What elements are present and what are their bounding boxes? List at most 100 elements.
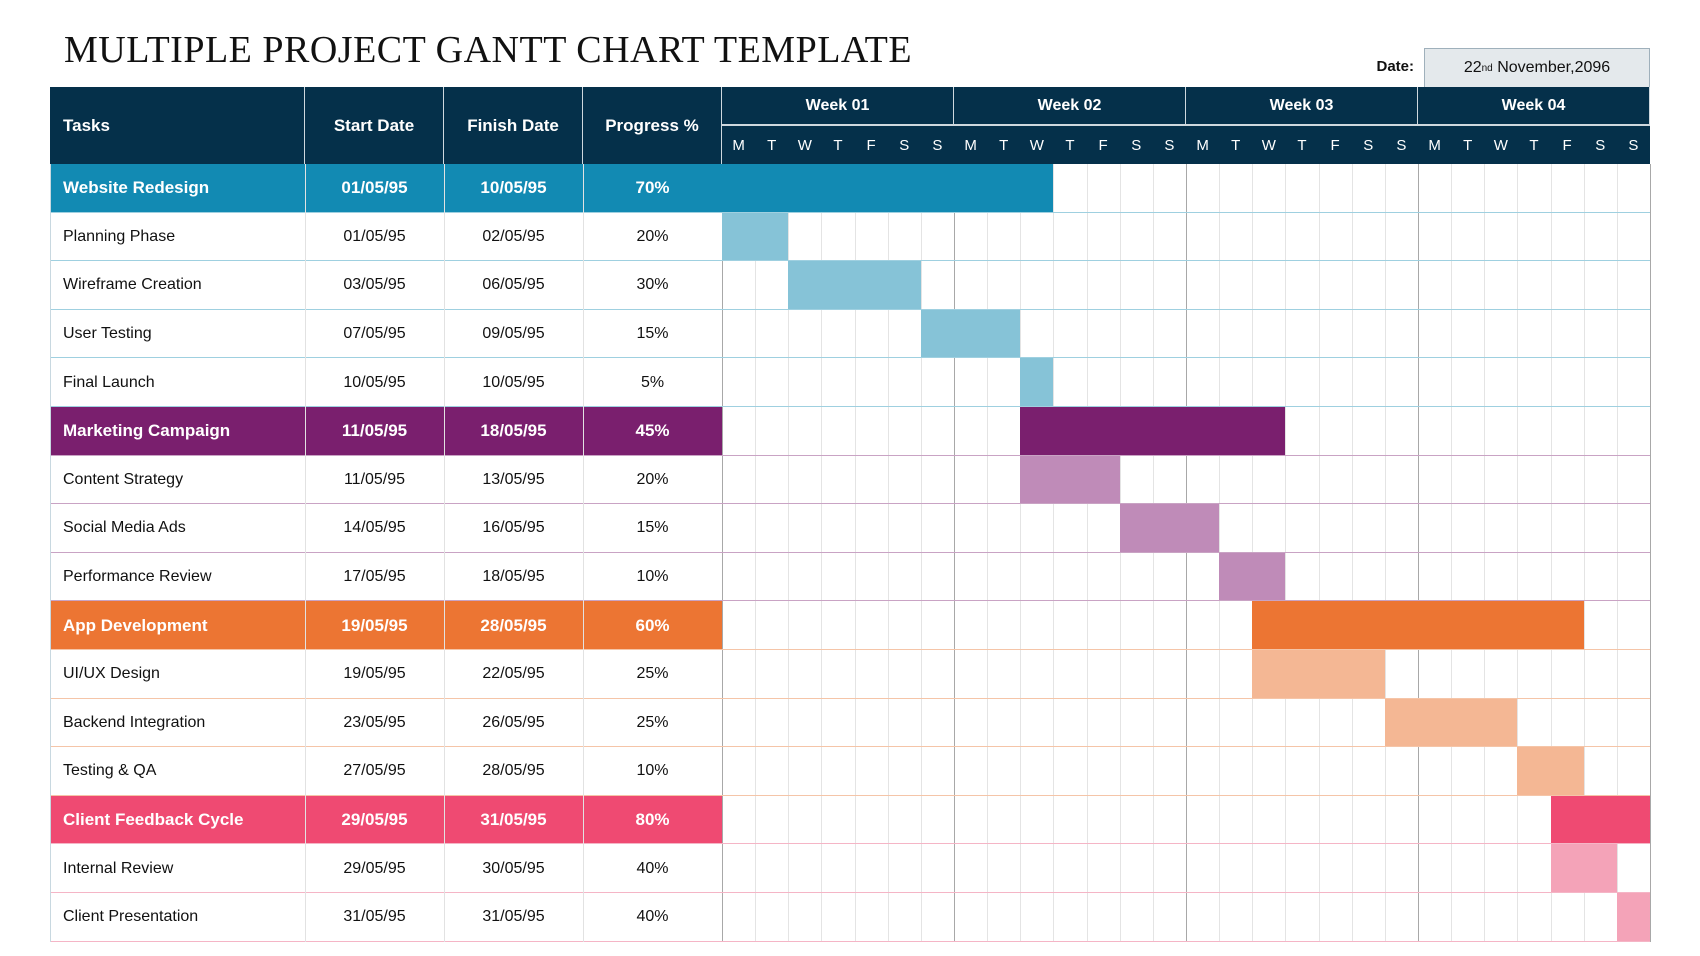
row-divider	[50, 406, 1650, 407]
group-row-bg	[50, 407, 722, 456]
day-header: W	[1484, 126, 1518, 164]
day-gridline	[755, 164, 757, 942]
day-header: T	[821, 126, 855, 164]
task-progress: 20%	[636, 227, 669, 245]
group-start: 11/05/95	[341, 421, 408, 441]
task-finish: 13/05/95	[482, 470, 545, 488]
group-finish: 18/05/95	[480, 421, 547, 441]
task-finish: 16/05/95	[482, 519, 545, 537]
day-header: W	[788, 126, 822, 164]
task-finish: 02/05/95	[482, 227, 545, 245]
day-header: S	[887, 126, 921, 164]
column-divider	[583, 164, 584, 942]
task-start: 01/05/95	[343, 227, 406, 245]
day-header: T	[1451, 126, 1485, 164]
task-finish: 30/05/95	[482, 859, 545, 877]
column-divider	[305, 164, 306, 942]
task-bar	[722, 212, 789, 261]
task-name: Social Media Ads	[63, 519, 186, 537]
task-bar	[920, 309, 1021, 358]
task-name: Performance Review	[63, 568, 212, 586]
group-start: 19/05/95	[341, 615, 408, 635]
task-progress: 20%	[636, 470, 669, 488]
column-divider	[444, 164, 445, 942]
day-header: T	[1517, 126, 1551, 164]
day-header: S	[1152, 126, 1186, 164]
row-divider	[50, 892, 1650, 893]
group-bar	[1020, 407, 1286, 455]
column-header: Finish Date	[444, 87, 583, 164]
day-header: M	[954, 126, 988, 164]
row-divider	[50, 940, 1650, 942]
task-start: 19/05/95	[343, 665, 406, 683]
day-gridline	[1318, 164, 1320, 942]
group-name: Marketing Campaign	[63, 421, 231, 441]
group-progress: 70%	[635, 178, 670, 198]
task-finish: 22/05/95	[482, 665, 545, 683]
group-finish: 31/05/95	[480, 810, 547, 830]
task-start: 27/05/95	[343, 762, 406, 780]
task-name: Wireframe Creation	[63, 276, 202, 294]
row-divider	[50, 260, 1650, 262]
task-name: Backend Integration	[63, 713, 206, 731]
task-finish: 31/05/95	[482, 908, 545, 926]
task-name: Content Strategy	[63, 470, 184, 488]
day-header: S	[1119, 126, 1153, 164]
task-start: 07/05/95	[343, 325, 406, 343]
task-finish: 09/05/95	[482, 325, 545, 343]
day-gridline	[1517, 164, 1519, 942]
day-header: F	[1318, 126, 1352, 164]
task-start: 17/05/95	[343, 568, 406, 586]
week-header: Week 01	[722, 87, 954, 126]
day-gridline	[1020, 164, 1022, 942]
task-progress: 15%	[636, 519, 669, 537]
group-name: Website Redesign	[63, 178, 210, 198]
task-start: 29/05/95	[343, 859, 406, 877]
row-divider	[50, 357, 1650, 359]
gantt-table: Tasks Start Date Finish Date Progress % Week…	[50, 87, 1651, 942]
group-bar	[722, 164, 1054, 212]
column-header: Tasks	[50, 87, 305, 164]
task-finish: 18/05/95	[482, 568, 545, 586]
page-title: MULTIPLE PROJECT GANTT CHART TEMPLATE	[64, 29, 913, 71]
day-header: T	[1053, 126, 1087, 164]
task-start: 31/05/95	[343, 908, 406, 926]
task-name: Client Presentation	[63, 908, 199, 926]
date-suffix: nd	[1481, 62, 1493, 74]
day-header: M	[1418, 126, 1452, 164]
task-bar	[788, 261, 921, 309]
task-finish: 06/05/95	[482, 276, 545, 294]
day-header: F	[854, 126, 888, 164]
row-divider	[50, 454, 1650, 456]
day-gridline	[987, 164, 989, 942]
day-gridline	[1053, 164, 1055, 942]
task-bar	[1384, 698, 1518, 747]
task-progress: 5%	[640, 373, 665, 391]
day-header: S	[1616, 126, 1650, 164]
row-divider	[50, 843, 1650, 845]
column-header: Start Date	[305, 87, 444, 164]
day-gridline	[1152, 164, 1154, 942]
task-finish: 28/05/95	[482, 762, 545, 780]
task-start: 10/05/95	[343, 373, 406, 391]
day-gridline	[1119, 164, 1121, 942]
week-header: Week 03	[1186, 87, 1418, 126]
group-row-bg	[50, 601, 722, 650]
task-bar	[1252, 650, 1385, 698]
task-start: 03/05/95	[343, 276, 406, 294]
day-gridline	[954, 164, 955, 942]
group-progress: 45%	[635, 421, 670, 441]
day-header: F	[1550, 126, 1584, 164]
task-progress: 10%	[636, 762, 669, 780]
row-divider	[50, 600, 1650, 602]
task-progress: 25%	[636, 713, 669, 731]
date-rest: November,2096	[1492, 59, 1611, 76]
group-finish: 10/05/95	[480, 178, 547, 198]
table-left-border	[50, 164, 51, 942]
task-progress: 40%	[636, 859, 669, 877]
day-gridline	[920, 164, 922, 942]
row-divider	[50, 308, 1650, 310]
row-divider	[50, 649, 1650, 650]
group-progress: 60%	[635, 615, 670, 635]
